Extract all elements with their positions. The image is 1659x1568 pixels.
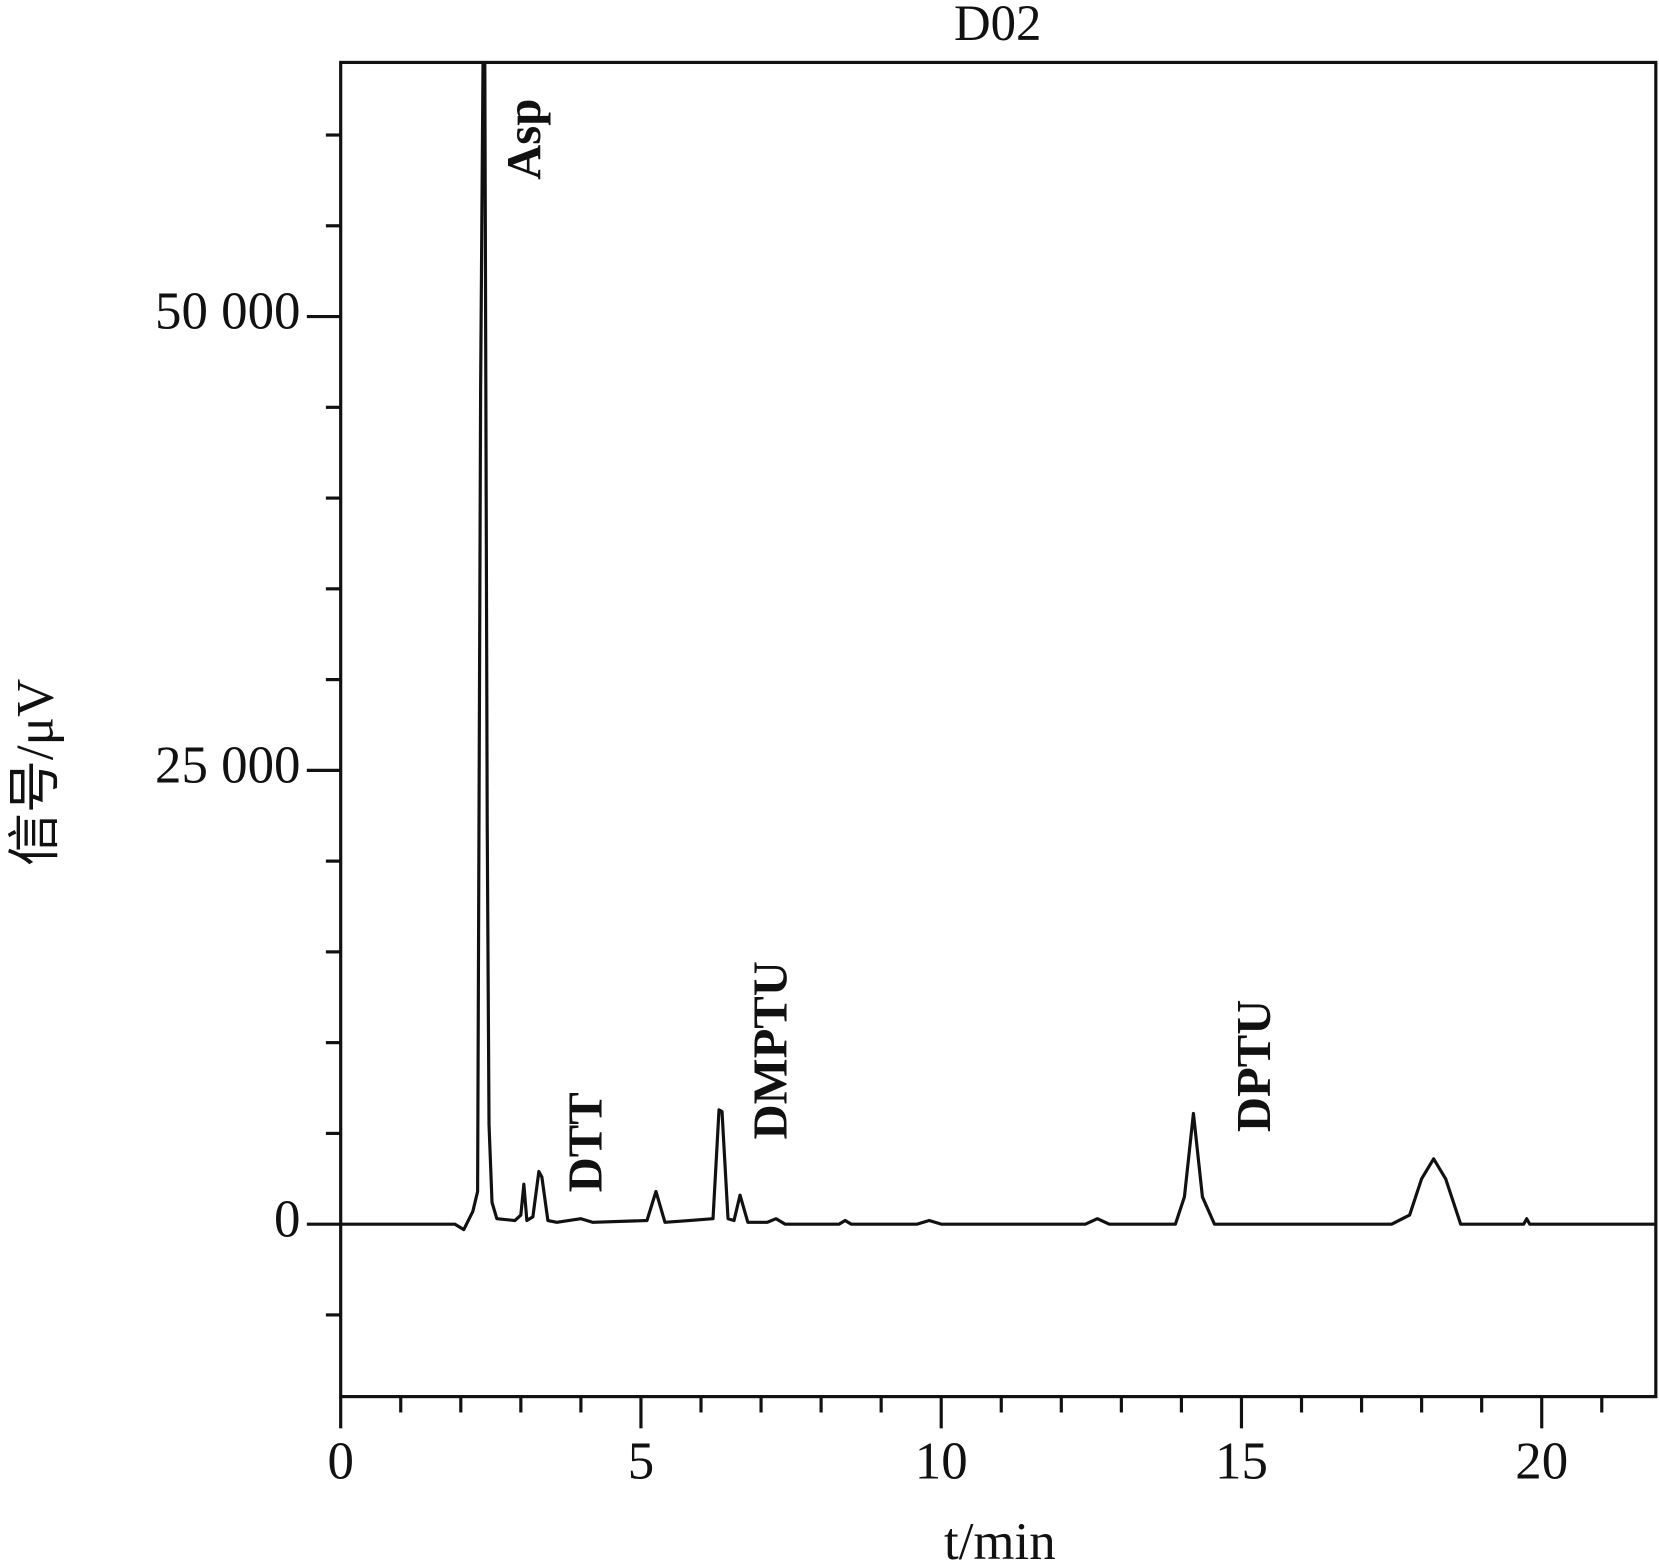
signal-line	[340, 62, 1656, 1232]
peak-label: Asp	[497, 99, 551, 180]
x-axis-label: t/min	[944, 1513, 1056, 1568]
y-tick-label: 0	[274, 1190, 300, 1248]
chart-title: D02	[954, 0, 1041, 51]
x-tick-label: 10	[915, 1433, 968, 1491]
x-tick-label: 5	[628, 1433, 654, 1491]
y-tick-label: 50 000	[155, 283, 300, 341]
y-axis-label: 信号/μV	[6, 679, 64, 866]
x-tick-label: 20	[1515, 1433, 1568, 1491]
x-tick-label: 15	[1215, 1433, 1268, 1491]
peak-label: DMPTU	[744, 961, 798, 1139]
x-tick-label: 0	[327, 1433, 353, 1491]
plot-frame	[339, 60, 1658, 1399]
y-tick-label: 25 000	[155, 736, 300, 794]
plot-area	[340, 62, 1656, 1232]
peak-label: DTT	[559, 1092, 613, 1192]
peak-label: DPTU	[1227, 1000, 1281, 1132]
